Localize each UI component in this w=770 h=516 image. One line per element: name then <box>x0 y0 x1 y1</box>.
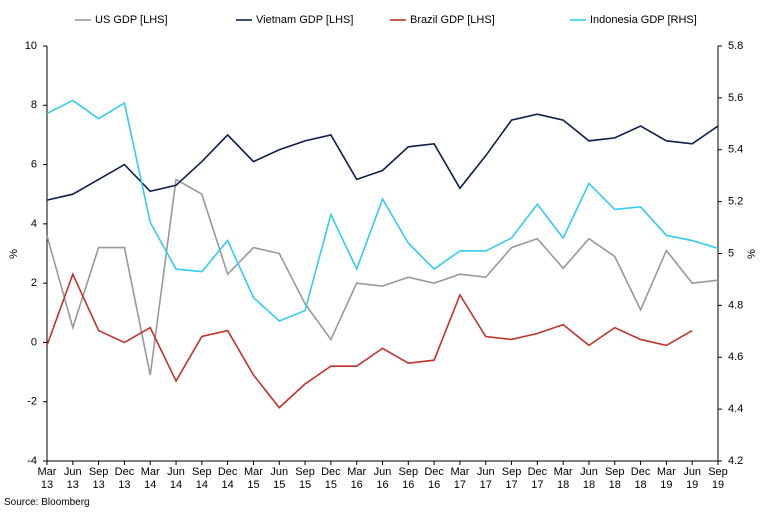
x-tick-label: Jun 13 <box>63 466 82 491</box>
series-line <box>46 178 719 376</box>
y-tick-label: 0 <box>31 336 37 348</box>
source: Source: Bloomberg <box>4 497 90 508</box>
x-tick-label: Sep 14 <box>192 466 212 491</box>
x-tick-label: Mar 13 <box>37 466 57 491</box>
x-tick-label: Mar 15 <box>243 466 263 491</box>
x-tick-label: Dec 14 <box>217 466 238 491</box>
x-tick-label: Mar 14 <box>140 466 160 491</box>
x-tick-label: Dec 17 <box>527 466 548 491</box>
x-tick-label: Jun 16 <box>373 466 392 491</box>
legend-label: Vietnam GDP [LHS] <box>256 14 353 26</box>
y2-tick-label: 4.4 <box>728 403 743 415</box>
y-tick-label: 2 <box>31 277 37 289</box>
y-tick-label: -2 <box>27 396 37 408</box>
y2-tick-label: 5.2 <box>728 196 743 208</box>
y2-tick-label: 5.6 <box>728 92 743 104</box>
series-line <box>46 113 719 201</box>
x-tick-label: Sep 15 <box>295 466 315 491</box>
legend-label: Indonesia GDP [RHS] <box>590 14 697 26</box>
y-tick-label: 8 <box>31 99 37 111</box>
x-tick-label: Sep 19 <box>708 466 728 491</box>
y2-tick-label: 5 <box>728 247 734 259</box>
x-tick-label: Jun 15 <box>270 466 289 491</box>
x-tick-label: Mar 19 <box>656 466 676 491</box>
x-tick-label: Sep 17 <box>501 466 522 491</box>
x-tick-label: Dec 15 <box>321 466 341 491</box>
y-tick-label: 10 <box>25 40 37 52</box>
x-tick-label: Mar 17 <box>450 466 470 491</box>
legend-label: US GDP [LHS] <box>95 14 168 26</box>
y2-tick-label: 4.8 <box>728 299 743 311</box>
x-tick-label: Sep 13 <box>88 466 109 491</box>
series-line <box>46 99 719 322</box>
y-tick-label: -4 <box>27 455 37 467</box>
x-tick-label: Mar 16 <box>347 466 367 491</box>
x-tick-label: Jun 19 <box>683 466 702 491</box>
x-tick-label: Mar 18 <box>553 466 573 491</box>
x-tick-label: Sep 18 <box>604 466 625 491</box>
x-tick-label: Jun 14 <box>167 466 185 491</box>
y-tick-label: 4 <box>31 218 37 230</box>
y2-tick-label: 5.4 <box>728 144 743 156</box>
x-tick-label: Dec 16 <box>424 466 444 491</box>
x-tick-label: Jun 18 <box>580 466 598 491</box>
legend-label: Brazil GDP [LHS] <box>410 14 495 26</box>
x-tick-label: Jun 17 <box>476 466 495 491</box>
x-tick-label: Dec 13 <box>114 466 135 491</box>
x-tick-label: Sep 16 <box>398 466 419 491</box>
y-tick-label: 6 <box>31 158 37 170</box>
y-axis-label: % <box>8 249 20 259</box>
series-line <box>46 272 693 409</box>
x-tick-label: Dec 18 <box>630 466 651 491</box>
y2-tick-label: 4.2 <box>728 455 743 467</box>
y2-axis-label: % <box>746 249 758 259</box>
y2-tick-label: 4.6 <box>728 351 743 363</box>
y2-tick-label: 5.8 <box>728 40 743 52</box>
